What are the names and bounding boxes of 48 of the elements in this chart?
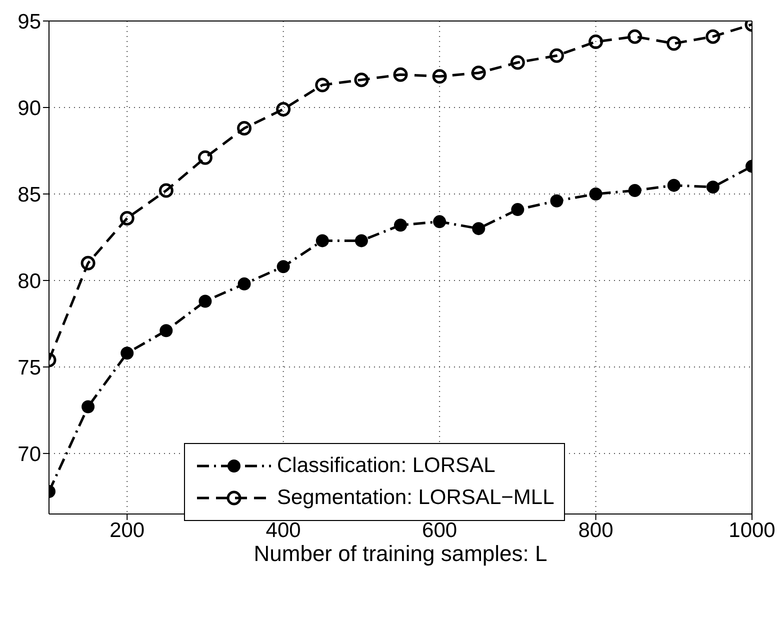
point [198, 294, 212, 308]
point [158, 183, 174, 198]
point [588, 34, 604, 50]
point [82, 400, 95, 414]
x-tick-label: 800 [578, 518, 614, 542]
point [316, 234, 329, 248]
point [550, 194, 564, 208]
legend-label: Classification: LORSAL [277, 454, 496, 478]
point [394, 218, 407, 232]
x-tick-label: 200 [110, 518, 145, 542]
point [511, 203, 524, 216]
point [433, 215, 446, 228]
point [237, 121, 252, 136]
x-tick-label: 1000 [728, 518, 776, 542]
point [666, 36, 682, 51]
point [315, 78, 330, 92]
point [706, 180, 720, 194]
point [354, 72, 369, 88]
point [667, 178, 680, 192]
x-axis-title: Number of training samples: L [254, 541, 548, 566]
point [238, 277, 251, 290]
point [120, 346, 134, 360]
y-tick-label: 90 [18, 96, 41, 120]
x-tick-label: 400 [266, 518, 301, 542]
y-tick-label: 80 [18, 270, 41, 293]
y-tick-label: 85 [18, 183, 41, 206]
point [393, 67, 408, 82]
point [80, 256, 96, 270]
point [160, 324, 173, 338]
y-tick-label: 95 [18, 10, 41, 34]
point [432, 69, 447, 84]
point [354, 234, 368, 248]
point [120, 210, 134, 226]
point [276, 102, 291, 116]
point [471, 66, 486, 80]
y-tick-label: 70 [18, 442, 41, 466]
point [706, 29, 720, 44]
point [628, 29, 642, 44]
point [628, 184, 642, 198]
legend-label: Segmentation: LORSAL−MLL [277, 486, 554, 510]
y-tick-label: 75 [18, 356, 41, 380]
point [549, 48, 564, 63]
point [198, 150, 212, 165]
point [472, 222, 486, 236]
point [589, 187, 602, 200]
point [276, 260, 290, 274]
x-tick-label: 600 [422, 518, 458, 542]
point [510, 55, 525, 70]
